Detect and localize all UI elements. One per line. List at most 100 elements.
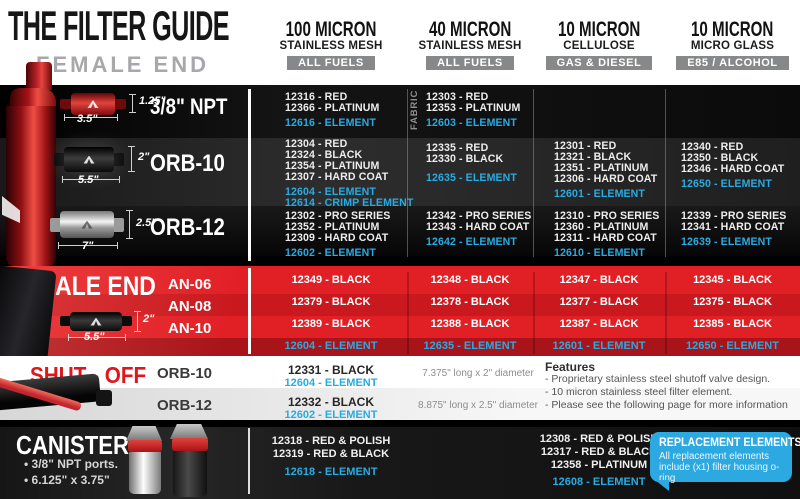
part-number: 12358 - PLATINUM (550, 459, 648, 471)
row-label-orb10: ORB-10 (150, 150, 225, 177)
column-divider (407, 272, 409, 354)
cell-orb12-10micron-cellulose: 12310 - PRO SERIES 12360 - PLATINUM 1231… (554, 211, 659, 259)
canister-neck (26, 62, 52, 90)
label-column-divider (248, 89, 251, 261)
column-subtitle: MICRO GLASS (690, 40, 775, 52)
cell-orb10-10micron-microglass: 12340 - RED 12350 - BLACK 12346 - HARD C… (681, 142, 784, 190)
column-header-40-micron: 40 MICRON STAINLESS MESH ALL FUELS (407, 18, 533, 70)
cell-orb10-100micron: 12304 - RED 12324 - BLACK 12354 - PLATIN… (285, 139, 413, 209)
column-header-100-micron: 100 MICRON STAINLESS MESH ALL FUELS (255, 19, 407, 70)
element-part-number: 12618 - ELEMENT (284, 466, 378, 478)
red-filter-icon (71, 93, 115, 115)
dimension-line-horizontal (64, 114, 118, 121)
part-number: 12330 - BLACK (426, 153, 504, 165)
part-number: 12354 - PLATINUM (285, 160, 380, 172)
canister-body (6, 106, 56, 266)
divider-bar (0, 256, 800, 266)
part-number: 12332 - BLACK (287, 395, 375, 409)
cell-orb12-10micron-microglass: 12339 - PRO SERIES 12341 - HARD COAT 126… (681, 211, 786, 248)
dimension-label: 2.5" (136, 217, 157, 229)
element-part-number: 12635 - ELEMENT (426, 172, 517, 184)
cell-orb10-40micron: 12335 - RED 12330 - BLACK 12635 - ELEMEN… (426, 143, 517, 184)
part-number: 12316 - RED (285, 91, 348, 103)
dimension-label: 3.5" (77, 113, 98, 125)
canister-spec-bullet: • 3/8" NPT ports. (24, 457, 118, 471)
features-heading: Features (545, 360, 596, 374)
male-element-stripe (0, 338, 800, 356)
filter-port-icon (112, 218, 124, 232)
row-label-orb12: ORB-12 (150, 214, 225, 241)
fuel-badge: ALL FUELS (426, 56, 514, 70)
column-divider (533, 272, 535, 354)
dimension-label: 1.25" (139, 95, 166, 107)
cell-an10-microglass: 12385 - BLACK (693, 318, 772, 330)
cell-an10-40micron: 12388 - BLACK (430, 318, 510, 330)
cell-shutoff-orb12: 12332 - BLACK 12602 - ELEMENT (255, 395, 407, 421)
element-part-number: 12639 - ELEMENT (681, 236, 772, 248)
part-number: 12353 - PLATINUM (426, 102, 521, 114)
element-part-number: 12642 - ELEMENT (426, 236, 517, 248)
cell-an08-100micron: 12379 - BLACK (291, 296, 371, 308)
part-number: 12321 - BLACK (554, 151, 632, 163)
element-part-number: 12616 - ELEMENT (285, 117, 376, 129)
orb12-row-background (0, 388, 800, 420)
part-number: 12346 - HARD COAT (681, 163, 785, 175)
dimension-line-vertical (134, 311, 141, 332)
filter-port-icon (121, 316, 132, 326)
canister-shoulder (10, 88, 56, 110)
column-title: 40 MICRON (428, 18, 512, 41)
filter-port-icon (112, 153, 124, 166)
section-top-bar (0, 420, 800, 427)
page-title: THE FILTER GUIDE (8, 2, 230, 49)
cell-an08-cellulose: 12377 - BLACK (559, 296, 639, 308)
male-end-section: MALE END AN-06 AN-08 AN-10 2" 5.5" 12349… (0, 266, 800, 356)
male-row-stripe (0, 294, 800, 316)
an-fitting-photo (0, 265, 57, 361)
element-part-number: 12608 - ELEMENT (552, 476, 646, 488)
cell-npt-100micron: 12316 - RED 12366 - PLATINUM 12616 - ELE… (285, 92, 379, 129)
element-part-number: 12604 - ELEMENT (285, 186, 376, 198)
column-divider (407, 89, 408, 257)
dimension-label: 5.5" (78, 174, 99, 186)
column-divider (665, 272, 667, 354)
cell-an06-microglass: 12345 - BLACK (693, 274, 772, 286)
part-number: 12343 - HARD COAT (426, 221, 530, 233)
chrome-filter-icon (60, 211, 114, 238)
column-title: 10 MICRON (557, 18, 641, 41)
element-part-number: 12603 - ELEMENT (426, 117, 517, 129)
cell-an08-40micron: 12378 - BLACK (430, 296, 510, 308)
female-end-table (0, 85, 800, 266)
black-filter-icon (70, 312, 122, 331)
cell-an10-100micron: 12389 - BLACK (291, 318, 371, 330)
dimension-line-vertical (128, 146, 135, 172)
part-number: 12350 - BLACK (681, 152, 759, 164)
part-number: 12341 - HARD COAT (681, 221, 785, 233)
feature-item: - 10 micron stainless steel filter eleme… (545, 386, 733, 398)
part-number: 12302 - PRO SERIES (285, 210, 391, 222)
element-part-number: 12602 - ELEMENT (285, 247, 376, 259)
part-number: 12318 - RED & POLISH (271, 435, 391, 447)
cell-an10-cellulose: 12387 - BLACK (559, 318, 639, 330)
cell-orb10-10micron-cellulose: 12301 - RED 12321 - BLACK 12351 - PLATIN… (554, 141, 657, 200)
cell-orb12-100micron: 12302 - PRO SERIES 12352 - PLATINUM 1230… (285, 211, 390, 259)
feature-item: - Please see the following page for more… (545, 399, 788, 411)
cell-an06-cellulose: 12347 - BLACK (559, 274, 639, 286)
element-cell-microglass: 12650 - ELEMENT (686, 340, 779, 352)
part-number: 12304 - RED (285, 138, 348, 150)
canister-red-cap-icon (172, 438, 208, 451)
label-column-divider (248, 268, 251, 354)
row-label-an08: AN-08 (168, 298, 212, 315)
row-label-an06: AN-06 (168, 276, 212, 293)
size-note: 7.375" long x 2" diameter (422, 368, 534, 379)
element-part-number: 12614 - CRIMP ELEMENT (285, 197, 414, 209)
part-number: 12360 - PLATINUM (554, 221, 649, 233)
part-number: 12319 - RED & BLACK (272, 448, 390, 460)
part-number: 12331 - BLACK (287, 363, 375, 377)
canister-red-cap-icon (128, 440, 162, 452)
size-note: 8.875" long x 2.5" diameter (418, 400, 538, 411)
row-label-an10: AN-10 (168, 320, 212, 337)
label-column-divider (248, 428, 250, 494)
cell-an06-100micron: 12349 - BLACK (291, 274, 371, 286)
filter-port-icon (60, 316, 71, 326)
element-part-number: 12610 - ELEMENT (554, 247, 645, 259)
